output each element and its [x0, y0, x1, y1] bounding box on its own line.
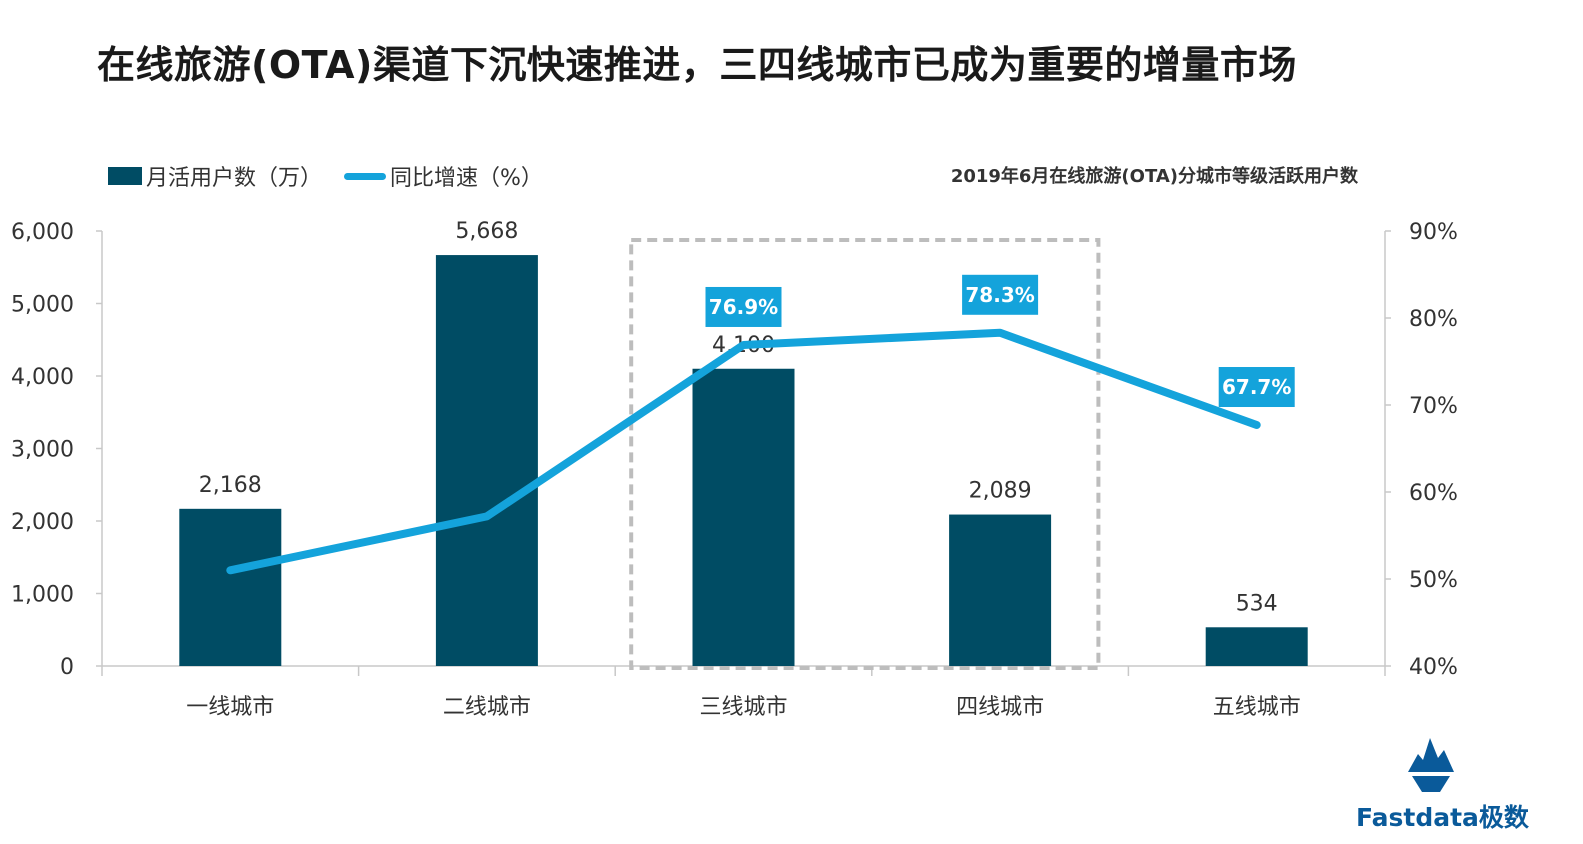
x-axis-label: 一线城市 — [186, 695, 274, 720]
page-title: 在线旅游(OTA)渠道下沉快速推进，三四线城市已成为重要的增量市场 — [97, 43, 1297, 87]
bar — [435, 255, 538, 666]
iceberg-icon — [1404, 738, 1458, 792]
bar — [179, 508, 282, 666]
legend-line-swatch — [344, 172, 387, 180]
bar-value-label: 2,168 — [199, 473, 262, 498]
x-axis-label: 二线城市 — [443, 695, 531, 720]
y-right-tick-label: 90% — [1409, 220, 1458, 245]
line-value-box — [705, 286, 782, 327]
y-left-tick-label: 5,000 — [11, 293, 74, 318]
line-value-box — [962, 274, 1039, 315]
line-value-box — [1218, 367, 1295, 408]
bar-value-label: 2,089 — [969, 479, 1032, 504]
bar — [692, 368, 795, 666]
brand-name: Fastdata极数 — [1356, 803, 1529, 832]
x-axis-label: 五线城市 — [1213, 695, 1301, 720]
legend-line-label: 同比增速（%） — [390, 166, 543, 191]
bar-value-label: 5,668 — [455, 219, 518, 244]
legend-item-bar: 月活用户数（万） — [108, 160, 322, 192]
y-right-tick-label: 40% — [1409, 655, 1458, 680]
line-value-label: 78.3% — [965, 283, 1034, 307]
y-right-tick-label: 50% — [1409, 568, 1458, 593]
y-right-tick-label: 70% — [1409, 394, 1458, 419]
y-right-tick-label: 60% — [1409, 481, 1458, 506]
legend-bar-swatch — [108, 167, 142, 185]
line-value-label: 76.9% — [709, 295, 778, 319]
y-left-tick-label: 6,000 — [11, 220, 74, 245]
y-left-tick-label: 0 — [60, 655, 74, 680]
y-left-tick-label: 2,000 — [11, 510, 74, 535]
y-right-tick-label: 80% — [1409, 307, 1458, 332]
legend-item-line: 同比增速（%） — [344, 160, 543, 192]
y-left-tick-label: 1,000 — [11, 583, 74, 608]
y-left-tick-label: 4,000 — [11, 365, 74, 390]
x-axis-label: 四线城市 — [956, 695, 1044, 720]
highlight-box — [629, 238, 1101, 670]
growth-line — [226, 328, 1261, 575]
bar-value-label: 534 — [1236, 591, 1278, 616]
bar — [949, 514, 1052, 666]
y-left-tick-label: 3,000 — [11, 438, 74, 463]
chart-subtitle: 2019年6月在线旅游(OTA)分城市等级活跃用户数 — [950, 166, 1358, 187]
line-value-label: 67.7% — [1222, 375, 1291, 399]
legend-bar-label: 月活用户数（万） — [146, 166, 323, 191]
bar — [1205, 627, 1308, 666]
x-axis-label: 三线城市 — [699, 695, 787, 720]
chart-legend: 月活用户数（万） 同比增速（%） — [108, 160, 565, 192]
brand-logo: Fastdata极数 — [1356, 732, 1529, 837]
